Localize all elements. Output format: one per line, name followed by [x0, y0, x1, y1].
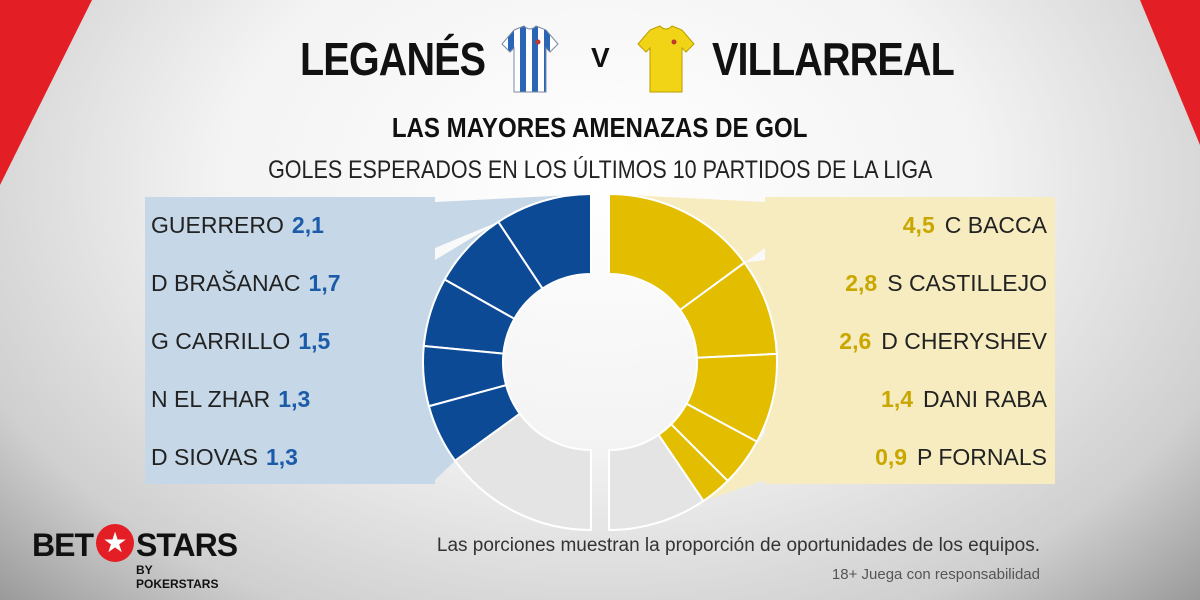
player-xg-value: 1,3 [278, 386, 311, 412]
away-player-row: 2,8 S CASTILLEJO [845, 260, 1047, 306]
logo-bet-text: BET [32, 527, 94, 563]
chart-title-text: LAS MAYORES AMENAZAS DE GOL [392, 112, 808, 143]
player-xg-value: 1,4 [881, 386, 914, 412]
player-xg-value: 4,5 [902, 212, 935, 238]
player-xg-value: 2,8 [845, 270, 878, 296]
red-corner-left [0, 0, 92, 185]
away-player-row: 0,9 P FORNALS [875, 434, 1047, 480]
home-player-row: N EL ZHAR 1,3 [151, 376, 310, 422]
player-name: D BRAŠANAC [151, 270, 301, 296]
match-header: LEGANÉS V VILLARREAL [0, 24, 1200, 94]
away-player-row: 1,4 DANI RABA [881, 376, 1047, 422]
home-player-row: G CARRILLO 1,5 [151, 318, 330, 364]
chart-title: LAS MAYORES AMENAZAS DE GOL [0, 112, 1200, 144]
home-player-row: GUERRERO 2,1 [151, 202, 324, 248]
player-xg-value: 1,7 [308, 270, 341, 296]
player-name: G CARRILLO [151, 328, 291, 354]
player-name: DANI RABA [923, 386, 1047, 412]
chart-subtitle: GOLES ESPERADOS EN LOS ÚLTIMOS 10 PARTID… [0, 156, 1200, 185]
responsibility-note: 18+ Juega con responsabilidad [831, 566, 1040, 583]
player-xg-value: 1,5 [298, 328, 331, 354]
yellow-jersey-icon [637, 25, 695, 93]
player-name: S CASTILLEJO [887, 270, 1047, 296]
versus-label: V [591, 42, 610, 73]
player-name: N EL ZHAR [151, 386, 271, 412]
player-xg-value: 2,6 [839, 328, 872, 354]
home-connector [435, 194, 591, 248]
player-name: C BACCA [944, 212, 1047, 238]
player-xg-value: 0,9 [875, 444, 908, 470]
away-player-row: 4,5 C BACCA [903, 202, 1047, 248]
blue-white-striped-jersey-icon [501, 25, 559, 93]
chart-subtitle-text: GOLES ESPERADOS EN LOS ÚLTIMOS 10 PARTID… [267, 156, 933, 184]
home-player-row: D SIOVAS 1,3 [151, 434, 298, 480]
away-player-row: 2,6 D CHERYSHEV [839, 318, 1047, 364]
logo-stars-text: STARS [136, 527, 238, 563]
player-name: D SIOVAS [151, 444, 258, 470]
home-players-panel: GUERRERO 2,1 D BRAŠANAC 1,7 G CARRILLO 1,5 N E… [145, 197, 435, 484]
betstars-logo: BET ★ STARS BY POKERSTARS [32, 524, 238, 591]
player-name: P FORNALS [917, 444, 1047, 470]
red-corner-right [1140, 0, 1200, 145]
away-remainder-slice [608, 433, 705, 532]
logo-by-text: BY POKERSTARS [136, 563, 219, 591]
player-xg-value: 1,3 [265, 444, 298, 470]
home-player-row: D BRAŠANAC 1,7 [151, 260, 341, 306]
away-players-panel: 4,5 C BACCA 2,8 S CASTILLEJO 2,6 D CHERYSHEV 1… [765, 197, 1055, 484]
footnote: Las porciones muestran la proporción de … [436, 535, 1040, 556]
player-name: D CHERYSHEV [881, 328, 1047, 354]
away-team-name: VILLARREAL [712, 33, 955, 85]
home-remainder-slice [453, 412, 592, 532]
home-connector [435, 221, 499, 306]
away-connector [703, 434, 765, 501]
star-icon: ★ [96, 524, 134, 562]
player-xg-value: 2,1 [291, 212, 324, 238]
player-name: GUERRERO [151, 212, 284, 238]
home-team-name: LEGANÉS [300, 33, 486, 85]
